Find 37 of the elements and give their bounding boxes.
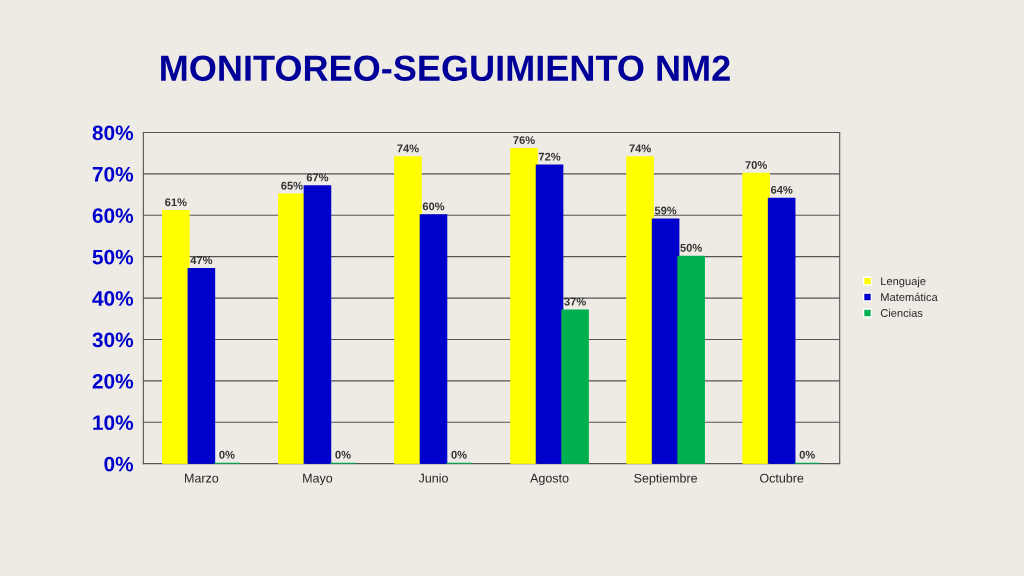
x-tick-label: Junio: [418, 473, 448, 483]
data-label: 50%: [680, 243, 702, 252]
data-label: 61%: [165, 198, 187, 207]
data-label: 0%: [451, 450, 467, 459]
data-label: 59%: [654, 206, 677, 215]
y-tick-label: 10%: [93, 415, 134, 431]
y-tick-label: 0%: [104, 456, 134, 472]
x-tick-label: Marzo: [185, 473, 219, 483]
data-label: 74%: [397, 144, 419, 153]
data-label: 0%: [799, 450, 815, 459]
legend-label: Lenguaje: [881, 276, 926, 288]
data-label: 0%: [335, 450, 351, 459]
y-tick-label: 60%: [92, 208, 134, 224]
x-tick-label: Octubre: [760, 473, 804, 483]
data-label: 64%: [770, 185, 793, 194]
x-tick-label: Mayo: [303, 473, 333, 486]
data-label: 76%: [513, 136, 535, 145]
y-tick-label: 50%: [92, 249, 134, 265]
data-label: 60%: [422, 202, 445, 211]
y-tick-label: 70%: [92, 166, 134, 182]
y-tick-label: 80%: [92, 125, 134, 141]
legend-label: Ciencias: [880, 308, 923, 317]
legend-label: Matemática: [881, 292, 938, 302]
y-tick-label: 40%: [92, 291, 134, 306]
x-tick-label: Septiembre: [634, 473, 698, 486]
x-tick-label: Agosto: [530, 473, 569, 486]
data-label: 67%: [306, 173, 329, 182]
data-label: 74%: [629, 144, 651, 153]
y-tick-label: 20%: [92, 373, 134, 389]
data-label: 72%: [538, 152, 561, 161]
data-label: 0%: [219, 450, 235, 459]
chart-title: MONITOREO-SEGUIMIENTO NM2: [161, 55, 730, 81]
data-label: 47%: [190, 256, 213, 265]
data-label: 65%: [281, 181, 303, 190]
data-label: 37%: [564, 297, 586, 306]
data-label: 70%: [745, 161, 767, 169]
y-tick-label: 30%: [92, 332, 134, 348]
